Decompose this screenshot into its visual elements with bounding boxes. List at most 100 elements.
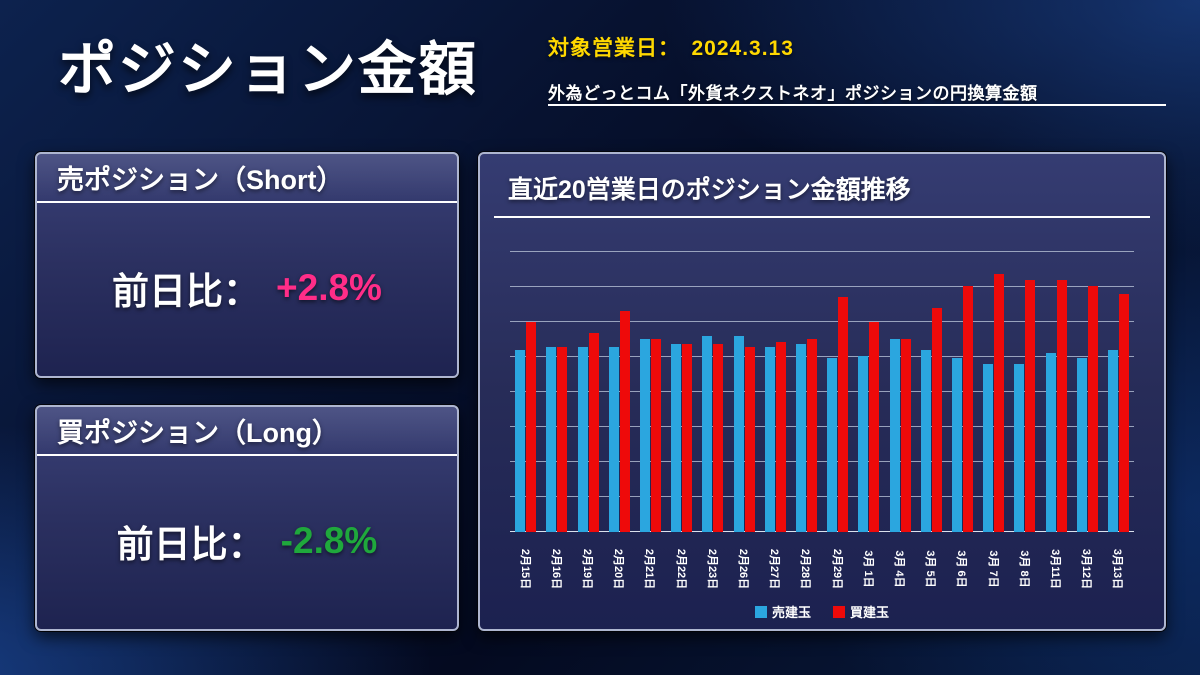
bar-売建玉 xyxy=(515,350,526,532)
bar-group xyxy=(1009,280,1040,532)
bar-買建玉 xyxy=(588,333,599,532)
bar-売建玉 xyxy=(1076,358,1087,532)
legend-label: 買建玉 xyxy=(850,605,890,620)
bar-売建玉 xyxy=(795,344,806,532)
bar-買建玉 xyxy=(775,341,786,532)
page-title: ポジション金額 xyxy=(58,37,479,102)
bar-買建玉 xyxy=(1056,280,1067,532)
target-business-day: 対象営業日： 2024.3.13 xyxy=(548,37,794,60)
x-axis-label: 3月13日 xyxy=(1111,548,1124,590)
gridline xyxy=(510,321,1134,322)
bar-買建玉 xyxy=(806,338,817,532)
bar-買建玉 xyxy=(713,344,724,532)
x-axis-label: 2月23日 xyxy=(705,548,718,590)
x-axis-label: 2月27日 xyxy=(768,548,781,590)
bar-売建玉 xyxy=(983,364,994,532)
bar-売建玉 xyxy=(608,347,619,532)
short-change-label: 前日比： xyxy=(112,270,261,312)
bar-売建玉 xyxy=(1014,364,1025,532)
chart-title: 直近20営業日のポジション金額推移 xyxy=(494,166,1150,218)
x-axis-label: 2月29日 xyxy=(830,548,843,590)
x-axis-labels: 2月15日 2月16日 2月19日 2月20日 2月21日 2月22日 2月23日 2月26日… xyxy=(510,533,1134,605)
chart-legend: 売建玉 買建玉 xyxy=(480,602,1164,621)
short-change-value: +2.8% xyxy=(276,266,382,308)
gridline xyxy=(510,356,1134,357)
bar-買建玉 xyxy=(557,347,568,532)
bar-group xyxy=(697,336,728,532)
bar-売建玉 xyxy=(577,347,588,532)
x-axis-label: 3月 7日 xyxy=(986,550,999,588)
bar-売建玉 xyxy=(639,338,650,532)
bar-買建玉 xyxy=(900,338,911,532)
gridline xyxy=(510,461,1134,462)
x-axis-label: 3月11日 xyxy=(1049,549,1062,589)
bar-買建玉 xyxy=(931,308,942,532)
bar-group xyxy=(1072,285,1103,532)
header-right: 対象営業日： 2024.3.13 外為どっとコム「外貨ネクストネオ」ポジションの… xyxy=(548,32,1166,104)
bar-group xyxy=(1103,294,1134,532)
short-position-panel: 売ポジション（Short） 前日比： +2.8% xyxy=(35,152,459,378)
bar-group xyxy=(791,338,822,532)
legend-swatch xyxy=(833,605,845,618)
gridline xyxy=(510,251,1134,252)
bar-group xyxy=(822,296,853,532)
bar-売建玉 xyxy=(951,358,962,532)
bar-group xyxy=(884,338,915,532)
x-axis-label: 3月 1日 xyxy=(861,550,874,588)
bar-売建玉 xyxy=(764,347,775,532)
legend-label: 売建玉 xyxy=(771,605,811,620)
x-axis-label: 3月 8日 xyxy=(1017,550,1030,588)
legend-item: 売建玉 xyxy=(754,602,811,621)
bar-売建玉 xyxy=(671,344,682,532)
long-panel-body: 前日比： -2.8% xyxy=(37,456,457,625)
x-axis-label: 2月20日 xyxy=(612,548,625,590)
bar-買建玉 xyxy=(869,322,880,532)
bar-売建玉 xyxy=(920,350,931,532)
x-axis-label: 2月21日 xyxy=(643,548,656,590)
long-panel-title: 買ポジション（Long） xyxy=(37,407,457,456)
bar-group xyxy=(572,333,603,532)
bar-買建玉 xyxy=(1025,280,1036,532)
bar-group xyxy=(666,344,697,532)
x-axis-label: 2月28日 xyxy=(799,548,812,590)
bar-group xyxy=(1040,280,1071,532)
x-axis-label: 2月22日 xyxy=(674,548,687,590)
bar-売建玉 xyxy=(827,358,838,532)
bar-売建玉 xyxy=(702,336,713,532)
bar-買建玉 xyxy=(650,338,661,532)
x-axis-label: 3月12日 xyxy=(1080,548,1093,590)
gridline xyxy=(510,286,1134,287)
bar-買建玉 xyxy=(526,322,537,532)
long-position-panel: 買ポジション（Long） 前日比： -2.8% xyxy=(35,405,459,631)
bar-group xyxy=(853,322,884,532)
bar-買建玉 xyxy=(619,310,630,532)
page-subtitle: 外為どっとコム「外貨ネクストネオ」ポジションの円換算金額 xyxy=(548,84,1038,103)
legend-item: 買建玉 xyxy=(833,602,889,621)
bar-group xyxy=(978,274,1009,532)
bar-売建玉 xyxy=(733,336,744,532)
bar-買建玉 xyxy=(994,274,1005,532)
header-divider xyxy=(548,104,1166,106)
bar-group xyxy=(916,308,947,532)
long-change-label: 前日比： xyxy=(116,523,265,565)
short-panel-title: 売ポジション（Short） xyxy=(37,154,457,203)
bar-買建玉 xyxy=(838,296,849,532)
bar-group xyxy=(510,322,541,532)
gridline xyxy=(510,391,1134,392)
bar-売建玉 xyxy=(1045,352,1056,532)
bar-買建玉 xyxy=(962,285,973,532)
bar-group xyxy=(760,341,791,532)
bar-group xyxy=(541,347,572,532)
bar-売建玉 xyxy=(858,355,869,532)
short-panel-body: 前日比： +2.8% xyxy=(37,203,457,372)
bar-group xyxy=(947,285,978,532)
chart-panel: 直近20営業日のポジション金額推移 2月15日 2月16日 2月19日 2月20日 2月… xyxy=(478,152,1166,631)
gridline xyxy=(510,426,1134,427)
x-axis-label: 3月 5日 xyxy=(924,550,937,588)
x-axis-label: 3月 6日 xyxy=(955,550,968,588)
bar-売建玉 xyxy=(1107,350,1118,532)
legend-swatch xyxy=(754,605,767,618)
x-axis-label: 3月 4日 xyxy=(893,550,906,588)
bar-chart xyxy=(510,251,1134,532)
x-axis-label: 2月15日 xyxy=(518,548,531,590)
